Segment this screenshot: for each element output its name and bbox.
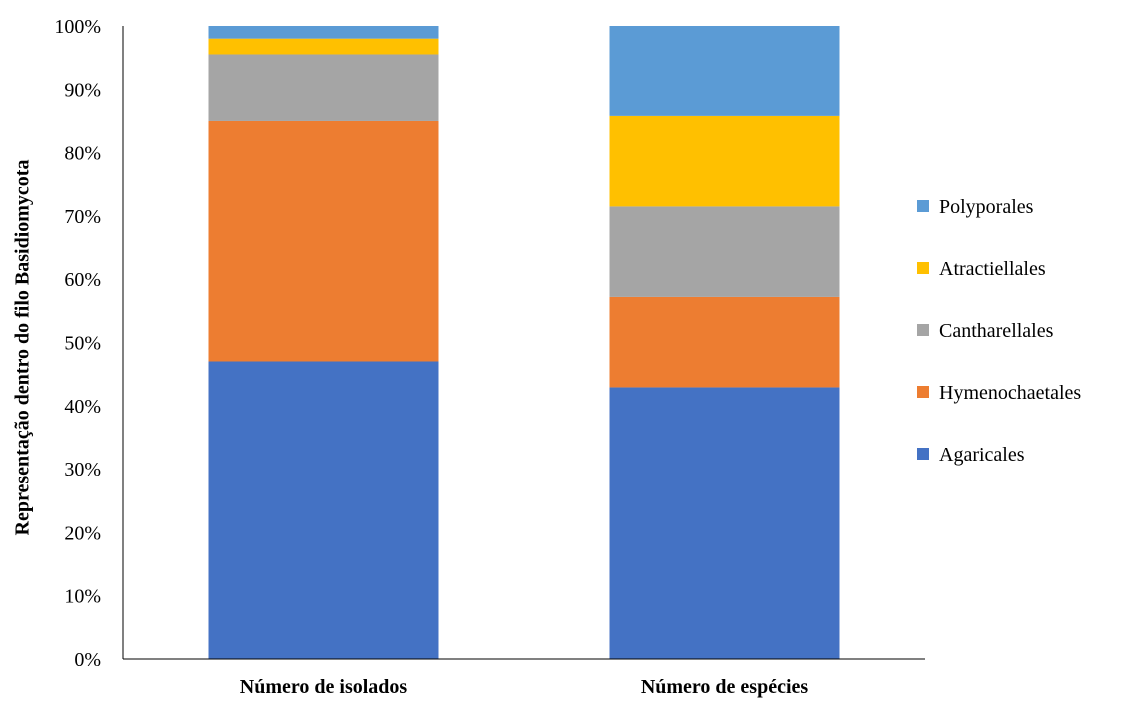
legend-swatch [917, 448, 929, 460]
legend-swatch [917, 386, 929, 398]
bar-segment-cantharellales [208, 54, 439, 121]
y-tick-labels: 0% 10% 20% 30% 40% 50% 60% 70% 80% 90% 100% [54, 16, 101, 671]
bar-segment-agaricales [609, 387, 840, 659]
legend-label: Polyporales [939, 196, 1034, 218]
category-label: Número de espécies [641, 676, 809, 698]
y-tick-label: 60% [64, 269, 101, 291]
y-tick-label: 40% [64, 396, 101, 418]
bar-segment-hymenochaetales [208, 120, 439, 362]
bar-segment-cantharellales [609, 206, 840, 297]
y-tick-label: 20% [64, 522, 101, 544]
bars-group [208, 26, 840, 659]
bar-segment-atractiellales [208, 38, 439, 55]
y-axis-label: Representação dentro do filo Basidiomyco… [12, 160, 34, 536]
y-tick-label: 50% [64, 333, 101, 355]
bar-segment-polyporales [609, 26, 840, 116]
legend: Polyporales Atractiellales Cantharellales H… [917, 196, 1081, 466]
y-tick-label: 70% [64, 206, 101, 228]
legend-label: Agaricales [939, 444, 1025, 466]
bar-segment-agaricales [208, 361, 439, 659]
y-tick-label: 80% [64, 143, 101, 165]
y-tick-label: 0% [74, 649, 101, 671]
legend-label: Cantharellales [939, 320, 1054, 342]
legend-swatch [917, 324, 929, 336]
bar-segment-polyporales [208, 26, 439, 39]
category-label: Número de isolados [240, 676, 408, 698]
y-tick-label: 10% [64, 586, 101, 608]
y-tick-label: 30% [64, 459, 101, 481]
legend-label: Atractiellales [939, 258, 1046, 280]
bar-segment-atractiellales [609, 115, 840, 207]
legend-label: Hymenochaetales [939, 382, 1081, 404]
legend-swatch [917, 200, 929, 212]
y-tick-label: 100% [54, 16, 101, 38]
legend-swatch [917, 262, 929, 274]
bar-segment-hymenochaetales [609, 296, 840, 388]
y-tick-label: 90% [64, 79, 101, 101]
category-labels: Número de isolados Número de espécies [240, 676, 809, 698]
